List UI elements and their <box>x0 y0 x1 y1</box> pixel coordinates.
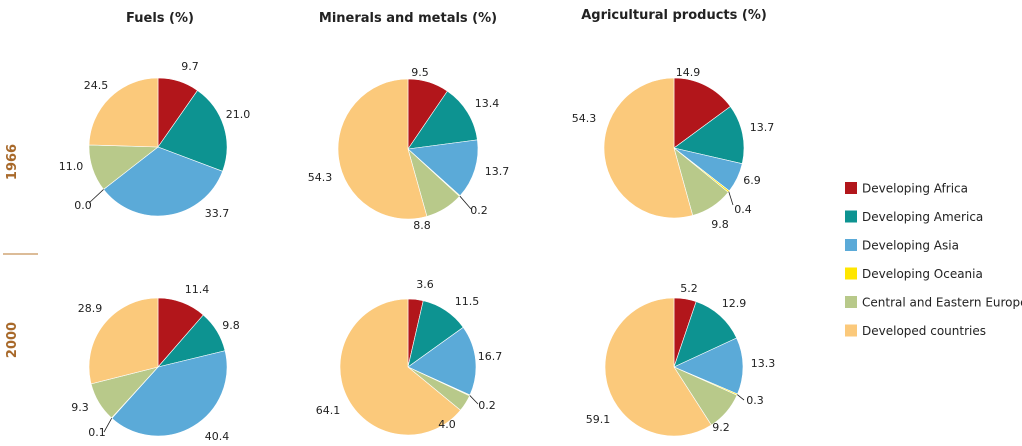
value-label-central-eastern-europe: 11.0 <box>59 160 84 173</box>
value-label-developed-countries: 24.5 <box>84 79 109 92</box>
column-title-fuels: Fuels (%) <box>126 11 194 26</box>
value-label-developing-africa: 11.4 <box>185 283 210 296</box>
slice-developing-america <box>407 90 478 150</box>
slice-developing-america <box>673 301 738 368</box>
value-label-developing-africa: 3.6 <box>416 278 434 291</box>
leader-line-developing-oceania <box>459 195 472 210</box>
slice-developing-asia <box>407 139 479 197</box>
legend-swatch-developing-africa <box>845 182 857 194</box>
value-label-developing-asia: 13.7 <box>485 165 510 178</box>
value-label-developing-america: 21.0 <box>226 108 251 121</box>
slice-developed-countries <box>604 297 712 437</box>
pie-agri-1966: 14.9 13.7 6.9 0.4 9.8 54.3 <box>572 66 775 231</box>
slice-developed-countries <box>339 298 461 436</box>
pie-fuels-1966: 9.7 21.0 33.7 0.0 11.0 24.5 <box>59 60 251 220</box>
legend-label-developing-asia: Developing Asia <box>862 239 959 253</box>
pie-minerals-2000: 3.6 11.5 16.7 0.2 4.0 64.1 <box>316 278 503 436</box>
slice-developed-countries <box>337 78 428 220</box>
column-title-agricultural: Agricultural products (%) <box>581 8 767 23</box>
pies: 9.7 21.0 33.7 0.0 11.0 24.5 9.5 13.4 13.7 0.2 8.8 5… <box>59 60 776 443</box>
value-label-developing-oceania: 0.2 <box>478 399 496 412</box>
value-label-developing-africa: 5.2 <box>680 282 698 295</box>
row-label-1966: 1966 <box>5 144 20 180</box>
leader-line-developing-oceania <box>469 395 479 405</box>
legend-swatch-developed-countries <box>845 324 857 337</box>
legend-label-developed-countries: Developed countries <box>862 324 986 338</box>
value-label-developing-oceania: 0.2 <box>470 204 488 217</box>
value-label-developing-oceania: 0.4 <box>734 203 752 216</box>
legend: Developing Africa Developing America Devel… <box>845 182 1022 338</box>
slice-developing-asia <box>111 350 228 437</box>
leader-line-developing-oceania <box>88 189 104 204</box>
value-label-central-eastern-europe: 9.3 <box>71 401 89 414</box>
legend-swatch-developing-oceania <box>845 267 857 280</box>
value-label-developing-asia: 6.9 <box>743 174 761 187</box>
value-label-central-eastern-europe: 8.8 <box>413 219 431 232</box>
slice-developing-america <box>673 106 745 165</box>
column-title-minerals: Minerals and metals (%) <box>319 11 497 26</box>
pie-fuels-2000: 11.4 9.8 40.4 0.1 9.3 28.9 <box>71 283 240 443</box>
slice-developing-africa <box>673 77 731 149</box>
row-label-2000: 2000 <box>5 322 20 358</box>
value-label-developing-asia: 40.4 <box>205 430 230 443</box>
slice-developed-countries <box>603 77 694 219</box>
value-label-central-eastern-europe: 9.2 <box>712 421 730 434</box>
value-label-developing-asia: 16.7 <box>478 350 503 363</box>
legend-swatch-developing-asia <box>845 239 857 251</box>
value-label-central-eastern-europe: 4.0 <box>438 418 456 431</box>
legend-label-central-eastern-europe: Central and Eastern Europe <box>862 296 1022 310</box>
pie-agri-2000: 5.2 12.9 13.3 0.3 9.2 59.1 <box>586 282 776 437</box>
value-label-developing-america: 9.8 <box>222 319 240 332</box>
legend-swatch-central-eastern-europe <box>845 296 857 308</box>
legend-swatch-developing-america <box>845 210 857 223</box>
leader-line-developing-oceania <box>103 417 113 433</box>
value-label-developed-countries: 28.9 <box>78 302 103 315</box>
value-label-developed-countries: 54.3 <box>308 171 333 184</box>
value-label-developing-africa: 9.7 <box>181 60 199 73</box>
value-label-developing-africa: 9.5 <box>411 66 429 79</box>
slice-developed-countries <box>88 77 159 148</box>
slice-developing-asia <box>407 326 477 396</box>
slice-developing-asia <box>673 337 744 395</box>
pie-minerals-1966: 9.5 13.4 13.7 0.2 8.8 54.3 <box>308 66 510 232</box>
value-label-developed-countries: 54.3 <box>572 112 597 125</box>
legend-label-developing-oceania: Developing Oceania <box>862 267 983 281</box>
value-label-developing-america: 11.5 <box>455 295 480 308</box>
value-label-developing-america: 13.4 <box>475 97 500 110</box>
value-label-developing-oceania: 0.3 <box>746 394 764 407</box>
value-label-developing-asia: 13.3 <box>751 357 776 370</box>
value-label-developing-america: 13.7 <box>750 121 775 134</box>
legend-label-developing-africa: Developing Africa <box>862 182 968 196</box>
value-label-developing-america: 12.9 <box>722 297 747 310</box>
value-label-developing-africa: 14.9 <box>676 66 701 79</box>
leader-line-developing-oceania <box>728 191 734 206</box>
value-label-developing-oceania: 0.0 <box>74 199 92 212</box>
value-label-developed-countries: 59.1 <box>586 413 611 426</box>
value-label-developing-oceania: 0.1 <box>88 426 106 439</box>
leader-line-developing-oceania <box>736 394 745 401</box>
slice-developing-asia <box>103 146 223 217</box>
value-label-developed-countries: 64.1 <box>316 404 341 417</box>
slice-developed-countries <box>88 297 159 385</box>
value-label-developing-asia: 33.7 <box>205 207 230 220</box>
legend-label-developing-america: Developing America <box>862 210 983 224</box>
value-label-central-eastern-europe: 9.8 <box>711 218 729 231</box>
slice-developing-america <box>157 90 228 172</box>
